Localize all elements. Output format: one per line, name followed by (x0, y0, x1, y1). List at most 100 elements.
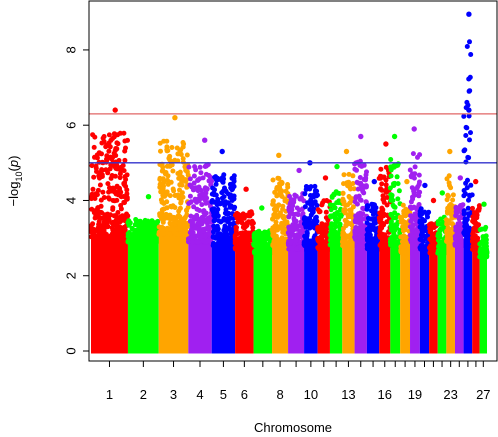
snp-point (376, 215, 382, 221)
snp-point (270, 225, 276, 231)
snp-point (105, 213, 111, 219)
snp-point (225, 211, 231, 217)
snp-point (467, 39, 472, 45)
snp-point (112, 198, 118, 204)
snp-point (252, 248, 258, 254)
snp-point (231, 176, 237, 182)
snp-point (218, 241, 223, 247)
snp-point (397, 230, 403, 236)
snp-point (348, 221, 354, 227)
snp-point (249, 220, 254, 226)
snp-point (332, 221, 338, 227)
snp-point (381, 197, 387, 203)
snp-point (256, 245, 261, 251)
snp-point (218, 219, 224, 225)
snp-point (295, 212, 301, 218)
snp-point (417, 152, 423, 158)
snp-point (167, 153, 173, 159)
snp-point (118, 164, 124, 170)
snp-point (380, 193, 386, 199)
snp-point (203, 232, 209, 238)
y-tick-label: 8 (64, 46, 79, 53)
snp-point (121, 130, 127, 136)
x-tick-label: 13 (341, 387, 355, 402)
snp-point (377, 235, 383, 240)
snp-point (204, 187, 210, 193)
snp-point (319, 238, 325, 244)
snp-point (192, 196, 198, 202)
snp-point (407, 167, 413, 173)
snp-point (117, 226, 123, 232)
snp-point (418, 243, 424, 249)
snp-point (124, 196, 130, 202)
snp-point (355, 186, 361, 192)
snp-point (93, 191, 99, 197)
snp-point (183, 177, 189, 183)
snp-point (293, 193, 299, 199)
snp-point (460, 202, 466, 208)
chromosome-4-points (185, 137, 215, 354)
snp-point (195, 177, 201, 183)
snp-point (445, 210, 450, 216)
y-axis-title: −log10(p) (6, 156, 24, 207)
snp-point (286, 205, 292, 210)
snp-point (410, 223, 416, 229)
snp-point (429, 231, 435, 237)
snp-point (99, 151, 104, 157)
snp-point (221, 194, 227, 200)
snp-point (111, 150, 117, 156)
snp-point (209, 198, 215, 203)
snp-point (320, 223, 325, 229)
snp-point (379, 187, 385, 193)
snp-point (251, 242, 257, 248)
snp-point (318, 242, 324, 248)
snp-point (408, 199, 414, 205)
snp-point (301, 216, 307, 222)
snp-point (286, 226, 292, 232)
snp-point (228, 215, 234, 221)
snp-point (354, 167, 359, 173)
snp-point (104, 153, 110, 159)
snp-point (211, 206, 217, 212)
snp-point (378, 166, 384, 172)
snp-point (184, 169, 190, 175)
snp-point (388, 157, 394, 162)
x-tick-label: 5 (220, 387, 227, 402)
snp-point (395, 196, 401, 202)
plot-frame (88, 0, 498, 362)
snp-point (446, 229, 452, 235)
snp-point (456, 243, 462, 249)
snp-point (463, 159, 469, 165)
snp-point (110, 155, 116, 160)
snp-point (354, 201, 360, 207)
snp-point (305, 241, 311, 247)
snp-point (220, 236, 226, 242)
snp-point (215, 206, 221, 212)
snp-point (483, 233, 489, 239)
snp-point (360, 205, 366, 211)
snp-point (222, 223, 228, 229)
snp-point (239, 238, 245, 244)
snp-point (388, 197, 394, 203)
snp-point (210, 185, 216, 191)
snp-point (278, 181, 284, 187)
snp-point (352, 231, 358, 237)
snp-point (340, 190, 346, 196)
snp-point (466, 76, 472, 82)
snp-point (203, 163, 209, 168)
snp-point (454, 232, 460, 238)
snp-point (198, 217, 204, 223)
snp-point (302, 191, 308, 197)
snp-point (239, 246, 245, 252)
snp-point (417, 224, 423, 230)
snp-point (187, 193, 193, 199)
snp-point (124, 191, 130, 197)
snp-point (461, 113, 467, 119)
snp-point (215, 196, 221, 202)
snp-point (312, 188, 318, 194)
snp-point (170, 186, 176, 192)
y-tick-label: 6 (64, 122, 79, 129)
snp-point (163, 192, 169, 197)
snp-point (167, 220, 173, 226)
snp-point (191, 173, 197, 179)
